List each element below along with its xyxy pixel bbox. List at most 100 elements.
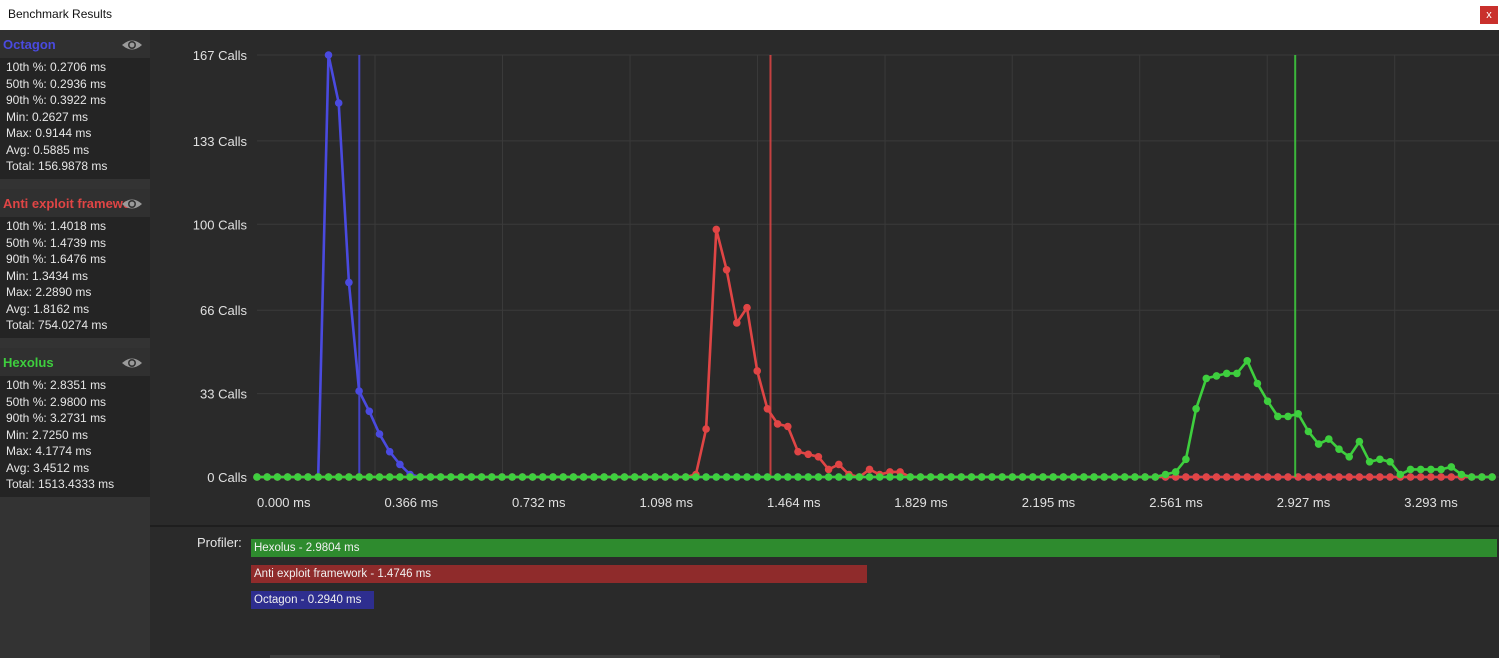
data-point	[467, 473, 476, 481]
data-point	[1243, 473, 1251, 481]
data-point	[416, 473, 425, 481]
data-point	[1222, 369, 1231, 378]
data-point	[661, 473, 670, 481]
data-point	[1406, 473, 1415, 481]
stat-line: 90th %: 1.6476 ms	[6, 252, 107, 266]
close-button[interactable]: x	[1480, 6, 1498, 24]
data-point	[324, 473, 333, 481]
data-point	[937, 473, 945, 481]
data-point	[1437, 473, 1445, 481]
data-point	[692, 473, 700, 481]
data-point	[1406, 465, 1415, 474]
data-point	[1335, 445, 1343, 454]
data-point	[1274, 412, 1282, 421]
benchmark-header: Anti exploit framework	[0, 189, 150, 217]
data-point	[283, 473, 292, 481]
data-point	[1059, 473, 1068, 481]
data-point	[426, 473, 435, 481]
data-point	[1427, 473, 1435, 481]
data-point	[436, 473, 445, 481]
data-point	[926, 473, 935, 481]
data-point	[651, 473, 659, 481]
data-point	[875, 473, 884, 481]
benchmark-name: Hexolus	[3, 355, 54, 370]
data-point	[1284, 412, 1292, 421]
series-line	[257, 358, 1493, 479]
stat-line: Avg: 1.8162 ms	[6, 301, 90, 316]
x-tick-label: 1.829 ms	[894, 495, 948, 510]
stat-line: Max: 2.2890 ms	[6, 285, 92, 299]
data-point	[1192, 405, 1200, 413]
data-point	[886, 473, 894, 481]
stat-line: Total: 1513.4333 ms	[6, 477, 115, 491]
benchmark-sidebar: Octagon 10th %: 0.2706 ms 50th %: 0.2936 m…	[0, 30, 150, 658]
data-point	[539, 473, 547, 481]
stat-line: 50th %: 2.9800 ms	[6, 394, 107, 409]
data-point	[365, 407, 374, 416]
data-point	[365, 473, 374, 481]
y-tick-label: 133 Calls	[193, 134, 248, 149]
data-point	[579, 473, 588, 481]
data-point	[406, 473, 414, 481]
data-point	[1141, 473, 1149, 481]
benchmark-stats: 10th %: 0.2706 ms 50th %: 0.2936 ms 90th %…	[0, 58, 150, 179]
benchmark-header: Octagon	[0, 30, 150, 58]
data-point	[763, 473, 772, 481]
data-point	[1386, 473, 1394, 481]
data-point	[845, 473, 853, 481]
data-point	[804, 450, 812, 459]
data-point	[559, 473, 567, 481]
x-tick-label: 1.098 ms	[640, 495, 694, 510]
data-point	[1478, 473, 1486, 481]
stat-line: Total: 754.0274 ms	[6, 318, 108, 332]
data-point	[1335, 473, 1343, 481]
data-point	[488, 473, 496, 481]
data-point	[263, 473, 271, 481]
eye-icon[interactable]	[121, 356, 143, 370]
benchmark-stats: 10th %: 1.4018 ms 50th %: 1.4739 ms 90th %…	[0, 217, 150, 338]
histogram-chart: 0 Calls 33 Calls 66 Calls 100 Calls 133 Call…	[150, 30, 1499, 526]
data-point	[1202, 374, 1211, 383]
data-point	[1304, 427, 1313, 436]
data-point	[1447, 473, 1456, 481]
data-point	[1386, 458, 1394, 466]
data-point	[590, 473, 598, 481]
data-point	[1182, 473, 1190, 481]
data-point	[345, 473, 353, 481]
data-point	[385, 447, 394, 456]
data-point	[1080, 473, 1088, 481]
data-point	[865, 465, 874, 474]
x-tick-label: 2.561 ms	[1149, 495, 1203, 510]
data-point	[1120, 473, 1129, 481]
profiler-bar: Anti exploit framework - 1.4746 ms	[251, 565, 867, 583]
data-point	[681, 473, 690, 481]
data-point	[508, 473, 516, 481]
eye-icon[interactable]	[121, 197, 143, 211]
data-point	[824, 473, 833, 481]
data-point	[477, 473, 486, 481]
data-point	[702, 473, 710, 481]
data-point	[855, 473, 864, 481]
stat-line: Min: 1.3434 ms	[6, 268, 89, 283]
data-point	[610, 473, 619, 481]
stat-line: 50th %: 1.4739 ms	[6, 235, 107, 250]
data-point	[1427, 465, 1435, 474]
data-point	[641, 473, 649, 481]
data-point	[1018, 473, 1027, 481]
data-point	[355, 473, 363, 481]
profiler-panel: Profiler: Hexolus - 2.9804 ms Anti exploi…	[150, 527, 1499, 658]
data-point	[1355, 473, 1364, 481]
benchmark-name: Anti exploit framework	[3, 196, 135, 211]
data-point	[1416, 465, 1425, 474]
data-point	[835, 460, 843, 469]
horizontal-scrollbar[interactable]	[270, 655, 1220, 658]
data-point	[345, 278, 353, 287]
data-point	[988, 473, 996, 481]
x-tick-label: 2.927 ms	[1277, 495, 1331, 510]
data-point	[733, 473, 741, 481]
profiler-bar: Octagon - 0.2940 ms	[251, 591, 374, 609]
eye-icon[interactable]	[121, 38, 143, 52]
y-tick-label: 0 Calls	[207, 470, 247, 485]
data-point	[865, 473, 874, 481]
data-point	[722, 266, 731, 274]
